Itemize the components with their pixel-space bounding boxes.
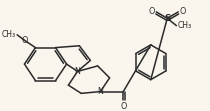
Text: O: O xyxy=(21,36,28,45)
Text: N: N xyxy=(75,67,80,76)
Text: O: O xyxy=(179,7,185,16)
Text: N: N xyxy=(97,87,103,96)
Text: O: O xyxy=(120,102,126,111)
Text: S: S xyxy=(164,14,171,23)
Text: O: O xyxy=(149,7,155,16)
Text: CH₃: CH₃ xyxy=(2,30,16,39)
Text: CH₃: CH₃ xyxy=(177,21,192,30)
